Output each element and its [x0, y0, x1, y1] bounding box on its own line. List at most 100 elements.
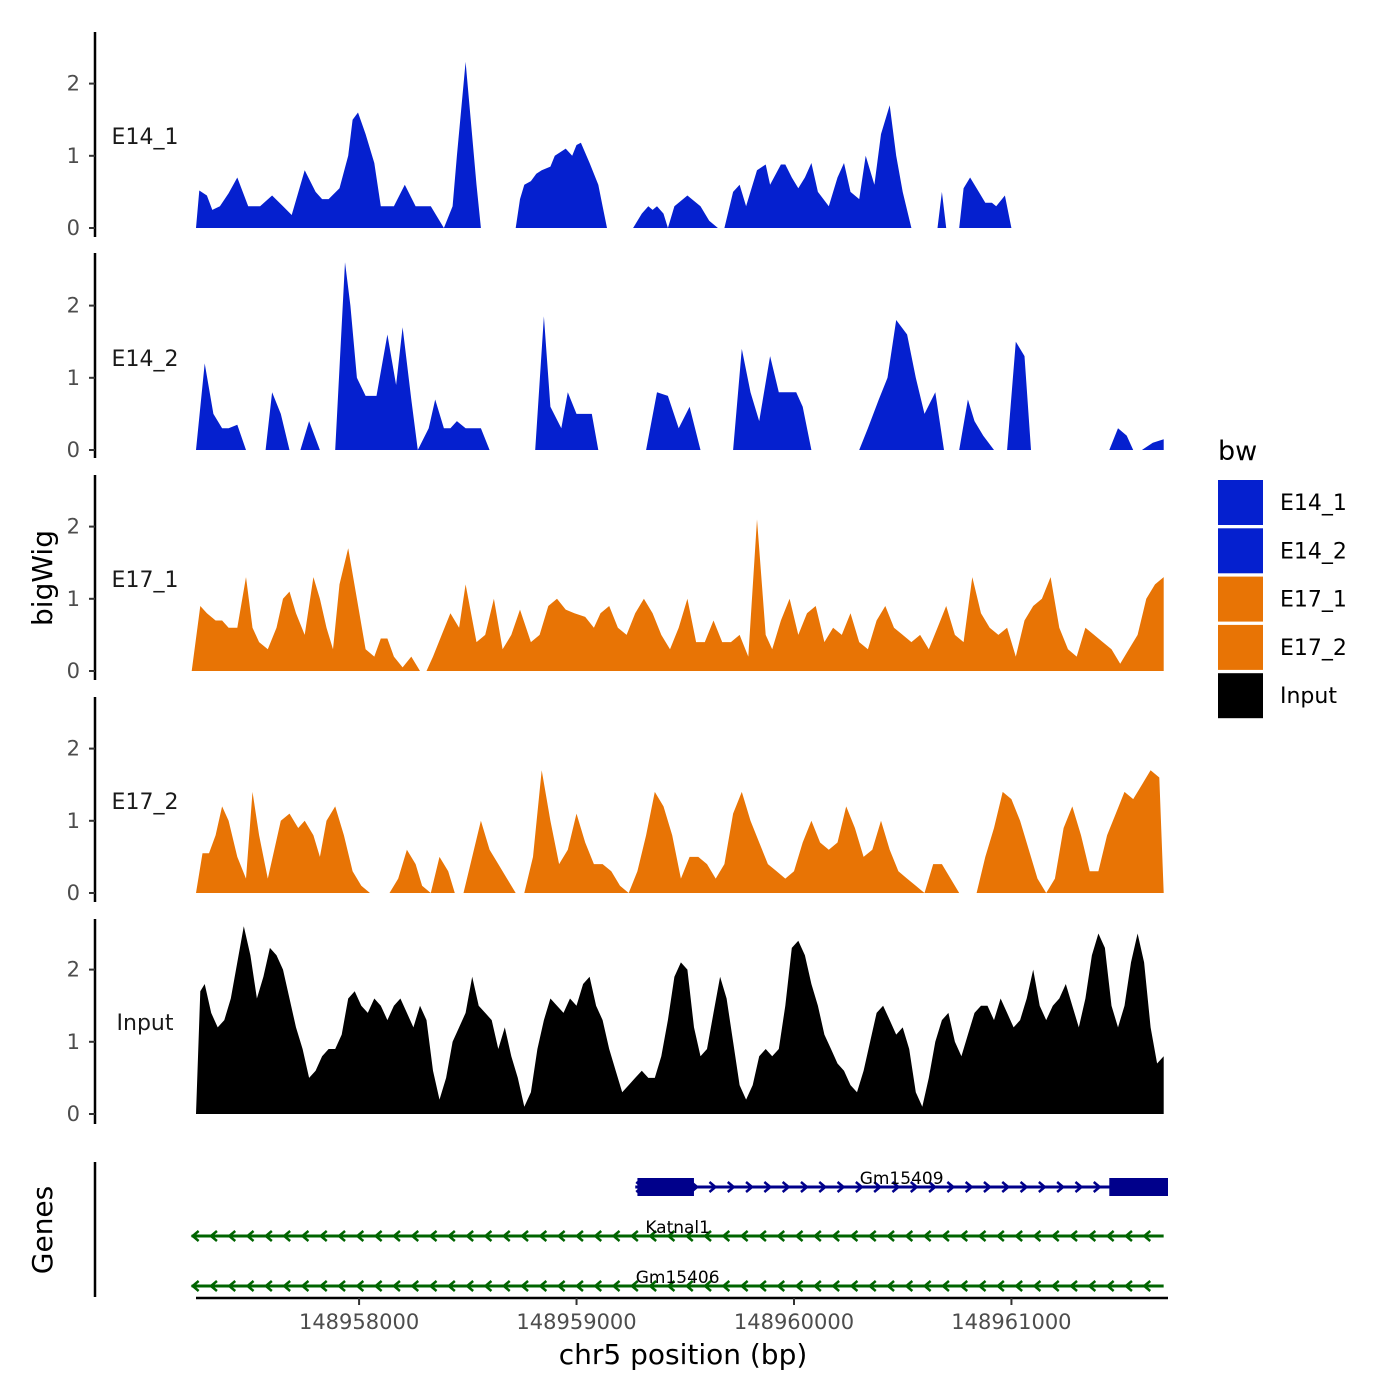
strand-arrow [648, 1280, 657, 1292]
strand-arrow [556, 1280, 566, 1292]
x-tick-label: 148961000 [951, 1310, 1071, 1334]
strand-arrow [703, 1280, 712, 1292]
track-panel-e17-2: 0 1 2 E17_2 [67, 697, 1164, 905]
strand-arrow [794, 1230, 804, 1242]
gene-katnal1: Katnal1 [190, 1218, 1164, 1242]
track-area-e14-1 [196, 61, 1164, 229]
strand-arrow [483, 1230, 493, 1242]
strand-arrow [1014, 1280, 1023, 1292]
y-tick-label: 1 [67, 809, 80, 833]
strand-arrow [1105, 1230, 1115, 1242]
strand-arrow [538, 1230, 548, 1242]
y-tick-label: 0 [67, 1102, 80, 1126]
strand-arrow [721, 1230, 731, 1242]
y-tick-label: 2 [67, 72, 80, 96]
strand-arrow [959, 1230, 969, 1242]
strand-arrow [282, 1280, 291, 1292]
strand-arrow [745, 1181, 755, 1193]
y-tick-label: 0 [67, 659, 80, 683]
track-label-input: Input [117, 1011, 174, 1036]
strand-arrow [465, 1280, 474, 1292]
strand-arrow [964, 1181, 974, 1193]
gene-exon [637, 1178, 694, 1196]
strand-arrow [520, 1280, 529, 1292]
gene-label-katnal1: Katnal1 [645, 1218, 710, 1238]
gene-label-gm15406: Gm15406 [636, 1268, 720, 1288]
strand-arrow [867, 1230, 877, 1242]
strand-arrow [446, 1230, 456, 1242]
strand-arrow [501, 1230, 511, 1242]
strand-arrow [245, 1230, 255, 1242]
strand-arrow [190, 1280, 200, 1292]
legend-swatch [1218, 673, 1263, 719]
strand-arrow [886, 1280, 895, 1292]
strand-arrow [995, 1280, 1005, 1292]
strand-arrow [373, 1280, 383, 1292]
strand-arrow [849, 1230, 859, 1242]
strand-arrow [611, 1230, 621, 1242]
gene-exon [1109, 1178, 1168, 1196]
strand-arrow [794, 1280, 804, 1292]
strand-arrow [666, 1230, 676, 1242]
y-tick-label: 1 [67, 1030, 80, 1054]
strand-arrow [1069, 1230, 1078, 1242]
y-tick-label: 0 [67, 216, 80, 240]
strand-arrow [831, 1280, 840, 1292]
strand-arrow [556, 1230, 566, 1242]
y-axis-title: bigWig [26, 530, 59, 626]
legend-item-e14-2: E14_2 [1218, 528, 1347, 574]
strand-arrow [446, 1280, 456, 1292]
y-tick-label: 2 [67, 737, 80, 761]
strand-arrow [867, 1280, 877, 1292]
strand-arrow [873, 1181, 883, 1193]
strand-arrow [855, 1181, 864, 1193]
legend-item-e17-2: E17_2 [1218, 624, 1347, 670]
y-tick-label: 2 [67, 294, 80, 318]
legend-swatch [1218, 576, 1263, 622]
strand-arrow [538, 1280, 548, 1292]
strand-arrow [904, 1280, 914, 1292]
track-label-e14-1: E14_1 [112, 125, 179, 150]
x-axis: 148958000 148959000 148960000 148961000 [196, 1296, 1168, 1334]
strand-arrow [763, 1181, 773, 1193]
strand-arrow [520, 1230, 529, 1242]
track-panel-input: 0 1 2 Input [67, 919, 1164, 1126]
strand-arrow [337, 1280, 346, 1292]
strand-arrow [886, 1230, 895, 1242]
strand-arrow [1032, 1230, 1042, 1242]
strand-arrow [922, 1280, 932, 1292]
strand-arrow [629, 1230, 639, 1242]
legend-swatch [1218, 480, 1263, 525]
strand-arrow [483, 1280, 493, 1292]
strand-arrow [282, 1230, 291, 1242]
gene-gm15406: Gm15406 [190, 1268, 1164, 1292]
strand-arrow [300, 1230, 310, 1242]
x-tick-label: 148958000 [299, 1310, 419, 1334]
legend-item-e17-1: E17_1 [1218, 576, 1347, 622]
track-area-e17-1 [191, 519, 1164, 671]
strand-arrow [1032, 1280, 1042, 1292]
strand-arrow [245, 1280, 255, 1292]
strand-arrow [666, 1280, 676, 1292]
strand-arrow [983, 1181, 992, 1193]
track-area-input [196, 926, 1164, 1114]
legend-title: bw [1218, 436, 1257, 467]
track-label-e17-2: E17_2 [112, 790, 179, 815]
x-tick-label: 148960000 [734, 1310, 854, 1334]
y-tick-label: 1 [67, 366, 80, 390]
track-label-e14-2: E14_2 [112, 347, 179, 372]
strand-arrow [940, 1280, 950, 1292]
strand-arrow [391, 1230, 401, 1242]
track-panel-e17-1: 0 1 2 E17_1 [67, 475, 1164, 683]
strand-arrow [300, 1280, 310, 1292]
strand-arrow [1014, 1230, 1023, 1242]
strand-arrow [263, 1230, 273, 1242]
strand-arrow [190, 1230, 200, 1242]
strand-arrow [337, 1230, 346, 1242]
strand-arrow [946, 1181, 956, 1193]
strand-arrow [318, 1280, 328, 1292]
strand-arrow [355, 1230, 365, 1242]
strand-arrow [684, 1230, 694, 1242]
strand-arrow [1087, 1230, 1097, 1242]
